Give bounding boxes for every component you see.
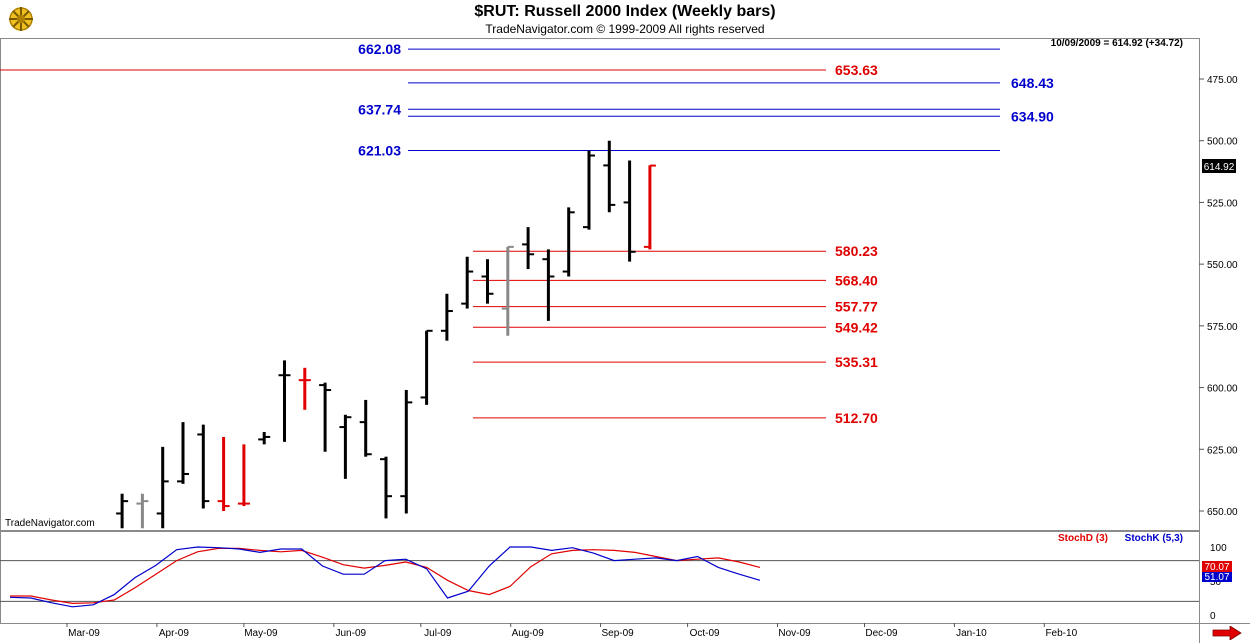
chart-subtitle: TradeNavigator.com © 1999-2009 All right… [485,22,765,36]
legend-stochk: StochK (5,3) [1125,533,1183,544]
x-axis-tick-label: Jan-10 [956,628,987,639]
level-label: 637.74 [358,101,401,117]
price-axis-tick-label: 525.00 [1207,198,1238,209]
stoch-line-blue [9,546,761,608]
chart-header: $RUT: Russell 2000 Index (Weekly bars) T… [0,0,1250,38]
x-axis-tick-label: Oct-09 [690,628,720,639]
level-label: 549.42 [835,319,878,335]
price-axis-tick-label: 500.00 [1207,137,1238,148]
price-axis-tick-label: 600.00 [1207,384,1238,395]
x-axis-tick-label: Feb-10 [1045,628,1077,639]
x-axis-tick-label: Jul-09 [424,628,452,639]
x-axis-tick-label: Nov-09 [778,628,811,639]
price-axis-tick-label: 550.00 [1207,260,1238,271]
price-axis-tick-label: 575.00 [1207,322,1238,333]
price-readout: 10/09/2009 = 614.92 (+34.72) [1051,38,1183,49]
stochk-value-label: 51.07 [1204,572,1229,583]
watermark-text: TradeNavigator.com [5,518,95,529]
price-axis-tick-label: 625.00 [1207,445,1238,456]
tradenavigator-logo-icon[interactable] [4,4,38,34]
x-axis-tick-label: Aug-09 [512,628,545,639]
ohlc-bars [116,140,656,529]
chart-title: $RUT: Russell 2000 Index (Weekly bars) [474,3,776,20]
stoch-axis-tick-label: 0 [1210,611,1216,622]
stoch-series [9,546,761,608]
level-label: 621.03 [358,143,401,159]
price-y-axis: 650.00 625.00 600.00 575.00 550.00 525.00 500.… [1199,75,1238,518]
level-label: 648.43 [1011,75,1054,91]
level-label: 580.23 [835,243,878,259]
stoch-line-red [10,547,761,605]
stoch-y-axis: 100 50 0 [0,543,1227,622]
level-lines: 662.08 653.63 648.43 637.74 634.90 621.03 580.… [0,41,1054,426]
stoch-axis-tick-label: 50 [1210,577,1222,588]
level-label: 535.31 [835,354,878,370]
level-label: 634.90 [1011,108,1054,124]
price-axis-tick-label: 475.00 [1207,75,1238,86]
level-label: 568.40 [835,272,878,288]
x-axis-tick-label: Dec-09 [865,628,898,639]
date-x-axis: Mar-09 Apr-09 May-09 Jun-09 Jul-09 Aug-09 Sep-… [66,623,1078,639]
x-axis-tick-label: Jun-09 [336,628,367,639]
level-label: 662.08 [358,41,401,57]
scroll-right-arrow-icon[interactable] [1212,626,1242,640]
stochk-value-box [1202,571,1232,582]
last-price-box [1202,159,1236,173]
last-price-label: 614.92 [1204,162,1235,173]
level-label: 653.63 [835,62,878,78]
level-label: 512.70 [835,410,878,426]
stoch-axis-tick-label: 100 [1210,543,1227,554]
price-axis-tick-label: 650.00 [1207,507,1238,518]
x-axis-tick-label: Mar-09 [68,628,100,639]
level-label: 557.77 [835,299,878,315]
stoch-panel-frame [0,531,1200,624]
x-axis-tick-label: May-09 [244,628,278,639]
legend-stochd: StochD (3) [1058,533,1108,544]
stochd-value-box [1202,561,1232,572]
x-axis-tick-label: Sep-09 [601,628,634,639]
stochd-value-label: 70.07 [1204,562,1229,573]
x-axis-tick-label: Apr-09 [159,628,189,639]
